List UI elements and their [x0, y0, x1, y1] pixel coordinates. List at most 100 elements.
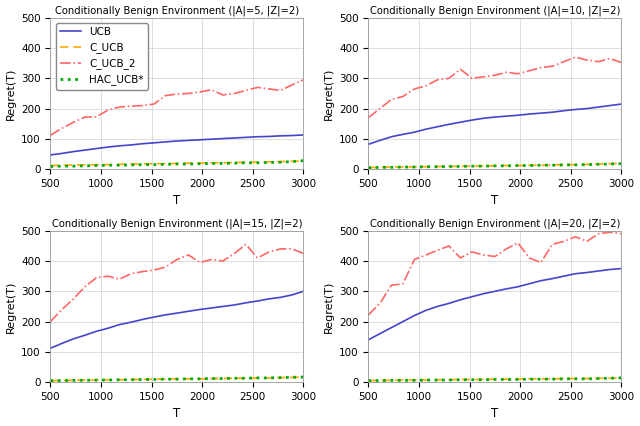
C_UCB: [150, 161, 158, 166]
C_UCB_2: [514, 240, 522, 245]
HAC_UCB*: [139, 162, 147, 167]
C_UCB_2: [365, 312, 372, 317]
C_UCB_2: [139, 103, 147, 108]
UCB: [162, 139, 170, 144]
HAC_UCB*: [618, 161, 625, 166]
UCB: [162, 312, 170, 317]
C_UCB_2: [399, 281, 406, 286]
C_UCB: [47, 378, 54, 383]
C_UCB_2: [422, 252, 429, 257]
C_UCB: [618, 161, 625, 166]
UCB: [173, 138, 181, 144]
UCB: [207, 137, 215, 142]
Line: UCB: UCB: [51, 135, 303, 155]
UCB: [219, 304, 227, 309]
C_UCB_2: [150, 101, 158, 106]
HAC_UCB*: [276, 160, 284, 165]
HAC_UCB*: [525, 163, 533, 168]
C_UCB_2: [300, 77, 307, 82]
C_UCB_2: [196, 260, 204, 265]
UCB: [230, 302, 238, 308]
UCB: [127, 320, 135, 325]
X-axis label: T: T: [173, 194, 180, 207]
Line: UCB: UCB: [51, 291, 303, 348]
C_UCB_2: [491, 73, 499, 78]
C_UCB: [265, 375, 273, 380]
HAC_UCB*: [81, 378, 89, 383]
C_UCB_2: [572, 234, 579, 239]
C_UCB: [219, 376, 227, 381]
C_UCB: [560, 162, 568, 167]
UCB: [468, 118, 476, 123]
UCB: [548, 109, 556, 115]
UCB: [184, 309, 192, 314]
C_UCB: [58, 378, 66, 383]
HAC_UCB*: [47, 378, 54, 383]
C_UCB_2: [58, 126, 66, 131]
UCB: [445, 301, 452, 306]
Line: C_UCB_2: C_UCB_2: [369, 57, 621, 118]
C_UCB_2: [479, 252, 487, 257]
UCB: [583, 270, 591, 275]
X-axis label: T: T: [492, 407, 499, 420]
C_UCB_2: [502, 70, 510, 75]
Y-axis label: Regret(T): Regret(T): [323, 67, 333, 120]
C_UCB_2: [173, 92, 181, 97]
C_UCB: [514, 377, 522, 382]
UCB: [81, 147, 89, 153]
C_UCB_2: [93, 275, 100, 280]
Title: Conditionally Benign Environment (|A|=20, |Z|=2): Conditionally Benign Environment (|A|=20…: [370, 219, 620, 229]
C_UCB_2: [207, 87, 215, 92]
HAC_UCB*: [525, 377, 533, 382]
C_UCB: [300, 158, 307, 164]
C_UCB: [184, 376, 192, 381]
C_UCB: [525, 376, 533, 381]
HAC_UCB*: [58, 378, 66, 383]
C_UCB_2: [583, 58, 591, 63]
Line: C_UCB: C_UCB: [51, 377, 303, 381]
UCB: [58, 151, 66, 156]
UCB: [230, 135, 238, 141]
C_UCB_2: [81, 284, 89, 289]
UCB: [456, 120, 464, 125]
C_UCB: [300, 374, 307, 380]
HAC_UCB*: [548, 377, 556, 382]
HAC_UCB*: [456, 164, 464, 169]
C_UCB: [433, 164, 441, 169]
UCB: [410, 313, 418, 318]
C_UCB: [388, 378, 396, 383]
HAC_UCB*: [502, 377, 510, 382]
C_UCB_2: [388, 283, 396, 288]
UCB: [410, 130, 418, 135]
C_UCB_2: [433, 248, 441, 253]
C_UCB_2: [422, 83, 429, 89]
HAC_UCB*: [265, 375, 273, 380]
UCB: [47, 153, 54, 158]
C_UCB: [253, 160, 261, 165]
C_UCB: [81, 377, 89, 383]
Line: UCB: UCB: [369, 104, 621, 144]
HAC_UCB*: [583, 376, 591, 381]
C_UCB_2: [376, 106, 384, 111]
HAC_UCB*: [468, 377, 476, 382]
Y-axis label: Regret(T): Regret(T): [6, 67, 15, 120]
C_UCB_2: [276, 246, 284, 251]
UCB: [583, 106, 591, 111]
HAC_UCB*: [276, 375, 284, 380]
C_UCB_2: [468, 76, 476, 81]
UCB: [468, 294, 476, 299]
C_UCB: [127, 377, 135, 382]
UCB: [618, 266, 625, 271]
C_UCB_2: [127, 271, 135, 276]
C_UCB_2: [491, 254, 499, 259]
UCB: [150, 140, 158, 145]
C_UCB: [491, 377, 499, 382]
HAC_UCB*: [300, 158, 307, 163]
HAC_UCB*: [104, 163, 112, 168]
X-axis label: T: T: [492, 194, 499, 207]
UCB: [58, 341, 66, 346]
UCB: [196, 137, 204, 142]
C_UCB: [207, 376, 215, 381]
UCB: [47, 345, 54, 351]
HAC_UCB*: [127, 162, 135, 167]
